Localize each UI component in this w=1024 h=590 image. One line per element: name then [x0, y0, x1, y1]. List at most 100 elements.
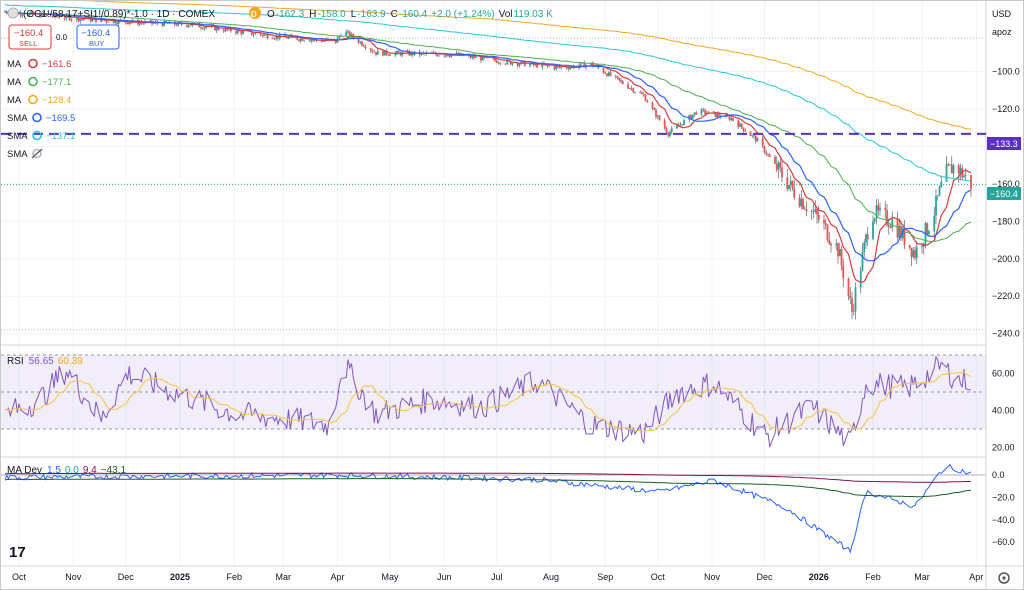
- candle-body: [152, 22, 155, 24]
- candle: [854, 282, 857, 320]
- candle-body: [56, 16, 59, 18]
- candle-body: [236, 30, 239, 34]
- candle-body: [544, 64, 547, 66]
- candle-body: [859, 270, 862, 288]
- time-tick-label: 2026: [809, 572, 829, 582]
- candle-body: [516, 63, 519, 66]
- candle: [842, 258, 845, 288]
- candle-body: [448, 56, 451, 58]
- buy-price: −160.4: [81, 28, 110, 39]
- candle-body: [224, 28, 227, 32]
- candle-body: [142, 22, 145, 24]
- legend-item-3[interactable]: MA −128.4: [7, 94, 71, 106]
- candle-body: [774, 156, 776, 164]
- candle-body: [509, 60, 512, 65]
- candle-body: [497, 62, 500, 64]
- indicator-settings-icon[interactable]: [32, 130, 42, 141]
- axis-mode-label[interactable]: apoz: [992, 27, 1012, 37]
- low-value: -163.9: [357, 9, 386, 20]
- candle-body: [938, 187, 941, 196]
- indicator-settings-icon[interactable]: [28, 94, 38, 105]
- legend-item-6[interactable]: SMA: [7, 148, 43, 160]
- candle-body: [229, 27, 232, 32]
- candle-body: [389, 55, 391, 56]
- time-tick-label: Mar: [914, 572, 930, 582]
- candle-body: [642, 94, 645, 96]
- legend-item-1[interactable]: MA −161.6: [7, 58, 71, 70]
- candle: [655, 107, 657, 119]
- rsi-value: 56.65: [29, 356, 54, 367]
- candle-body: [112, 20, 115, 23]
- madev-value-2: 0.0: [65, 465, 79, 476]
- candle: [877, 199, 880, 216]
- candle: [446, 55, 449, 57]
- currency-label: USD: [992, 9, 1012, 19]
- candle: [103, 20, 106, 22]
- candle-body: [653, 108, 656, 110]
- candle-body: [921, 246, 923, 247]
- candle: [369, 47, 372, 54]
- tradingview-logo[interactable]: 17: [9, 544, 26, 561]
- candle: [789, 175, 792, 192]
- candle-body: [560, 67, 563, 69]
- candle-body: [606, 73, 608, 77]
- candle: [614, 74, 617, 79]
- candle-body: [446, 55, 449, 57]
- candle: [788, 184, 790, 191]
- settings-gear-icon[interactable]: [998, 572, 1010, 584]
- sell-button[interactable]: [8, 24, 52, 50]
- symbol-icon[interactable]: [7, 7, 19, 19]
- candle-body: [222, 29, 225, 32]
- rsi-label[interactable]: RSI: [7, 356, 24, 367]
- candle-body: [373, 51, 376, 53]
- legend-item-2[interactable]: MA −177.1: [7, 76, 71, 88]
- indicator-settings-icon[interactable]: [32, 148, 42, 159]
- legend-item-4[interactable]: SMA −169.5: [7, 112, 75, 124]
- candle-body: [275, 35, 278, 39]
- candle-body: [161, 23, 164, 26]
- legend-type-label: SMA: [7, 113, 28, 124]
- candle-body: [814, 209, 817, 212]
- candle: [364, 44, 367, 50]
- candle-body: [480, 56, 482, 61]
- candle-body: [58, 16, 61, 19]
- candle: [896, 211, 899, 241]
- candle: [779, 158, 782, 173]
- candle: [376, 49, 379, 55]
- indicator-settings-icon[interactable]: [32, 112, 42, 123]
- candle-body: [737, 120, 740, 127]
- buy-button[interactable]: [76, 24, 120, 50]
- candle-body: [753, 135, 755, 137]
- candle: [310, 39, 313, 44]
- candle-body: [186, 24, 188, 27]
- open-label: O: [267, 9, 275, 20]
- hline-price-label: −133.3: [990, 139, 1018, 149]
- candle: [849, 286, 852, 305]
- candle-body: [312, 39, 314, 41]
- candle-body: [217, 27, 220, 30]
- candle: [201, 26, 204, 30]
- hidden-eye-icon[interactable]: [31, 148, 43, 159]
- indicator-settings-icon[interactable]: [28, 58, 38, 69]
- candle: [667, 131, 670, 139]
- madev-label[interactable]: MA Dev: [7, 465, 42, 476]
- candle-body: [935, 196, 937, 216]
- candle-body: [828, 240, 831, 244]
- candle-body: [744, 130, 747, 132]
- last-price-tag: [987, 187, 1021, 200]
- close-label: C: [391, 9, 398, 20]
- candle: [952, 163, 955, 179]
- candle: [816, 207, 818, 224]
- ma-line-2: [4, 11, 972, 242]
- candle-body: [569, 67, 572, 70]
- legend-item-5[interactable]: SMA −137.1: [7, 130, 75, 142]
- indicator-settings-icon[interactable]: [28, 76, 38, 87]
- symbol-title[interactable]: (GC1!/58.17+SI1!/0.89)*-1.0 · 1D · COMEX: [23, 9, 215, 20]
- candle-body: [950, 164, 953, 174]
- candle-body: [702, 109, 705, 110]
- candle-body: [175, 24, 178, 26]
- candle-body: [908, 244, 911, 248]
- candle-body: [714, 112, 717, 117]
